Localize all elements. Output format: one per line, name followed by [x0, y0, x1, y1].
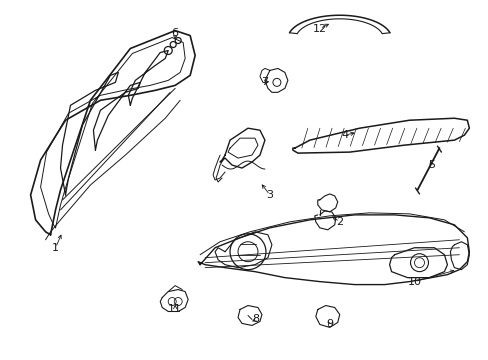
Text: 4: 4 [341, 130, 347, 140]
Text: 2: 2 [335, 217, 343, 227]
Text: 10: 10 [407, 276, 421, 287]
Text: 9: 9 [325, 319, 333, 329]
Text: 6: 6 [171, 28, 178, 37]
Text: 11: 11 [168, 305, 182, 315]
Text: 8: 8 [252, 314, 259, 324]
Text: 12: 12 [312, 24, 326, 33]
Text: 3: 3 [266, 190, 273, 200]
Text: 7: 7 [261, 77, 268, 87]
Text: 1: 1 [52, 243, 59, 253]
Text: 5: 5 [427, 160, 434, 170]
